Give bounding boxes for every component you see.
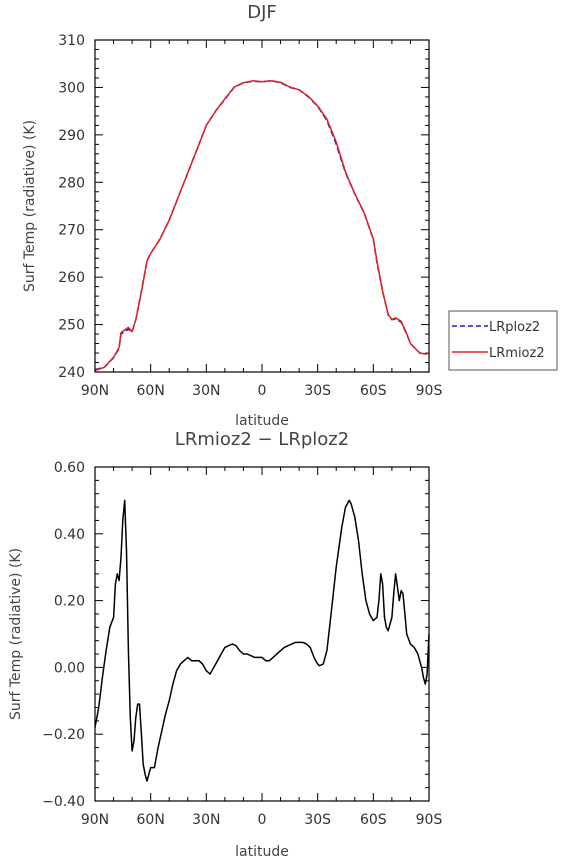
bottom-x-tick-label: 30N xyxy=(192,812,220,828)
top-x-tick-label: 60S xyxy=(360,383,387,399)
top-y-tick-label: 250 xyxy=(58,318,85,334)
legend-box xyxy=(448,310,558,371)
top-chart-title: DJF xyxy=(247,2,277,23)
top-series-line-lrmioz2 xyxy=(94,80,430,372)
top-plot-frame xyxy=(94,39,430,373)
top-x-tick-label: 60N xyxy=(137,383,165,399)
bottom-x-tick-label: 90S xyxy=(416,812,443,828)
bottom-x-tick-label: 30S xyxy=(304,812,331,828)
bottom-x-tick-label: 60S xyxy=(360,812,387,828)
legend-label-lrmioz2: LRmioz2 xyxy=(489,346,545,361)
bottom-chart-title: LRmioz2 − LRploz2 xyxy=(175,429,349,450)
top-y-tick-label: 270 xyxy=(58,223,85,239)
bottom-x-tick-label: 90N xyxy=(81,812,109,828)
top-panel: DJF Surf Temp (radiative) (K) latitude 9… xyxy=(22,2,442,429)
top-x-tick-label: 90N xyxy=(81,383,109,399)
top-x-tick-label: 30S xyxy=(304,383,331,399)
bottom-series-line-difference xyxy=(94,499,430,782)
bottom-y-tick-label: −0.20 xyxy=(42,727,85,743)
top-x-tick-label: 0 xyxy=(258,383,267,399)
bottom-y-tick-label: 0.00 xyxy=(54,660,85,676)
bottom-y-tick-label: 0.60 xyxy=(54,460,85,476)
top-x-tick-label: 30N xyxy=(192,383,220,399)
top-y-tick-label: 300 xyxy=(58,80,85,96)
top-y-tick-label: 290 xyxy=(58,128,85,144)
bottom-x-tick-label: 60N xyxy=(137,812,165,828)
legend-label-lrploz2: LRploz2 xyxy=(489,320,540,335)
top-x-tick-label: 90S xyxy=(416,383,443,399)
top-series-line-lrploz2 xyxy=(94,80,430,371)
bottom-x-tick-label: 0 xyxy=(258,812,267,828)
top-y-axis-label: Surf Temp (radiative) (K) xyxy=(22,120,38,292)
top-y-tick-label: 240 xyxy=(58,365,85,381)
bottom-y-axis-label: Surf Temp (radiative) (K) xyxy=(8,548,24,720)
top-y-tick-label: 280 xyxy=(58,175,85,191)
legend: LRploz2 LRmioz2 xyxy=(448,310,558,371)
bottom-panel: LRmioz2 − LRploz2 Surf Temp (radiative) … xyxy=(8,429,442,860)
bottom-plot-frame xyxy=(94,466,430,802)
top-y-tick-label: 260 xyxy=(58,270,85,286)
top-y-tick-label: 310 xyxy=(58,33,85,49)
bottom-y-tick-label: 0.20 xyxy=(54,594,85,610)
bottom-y-tick-label: −0.40 xyxy=(42,794,85,810)
bottom-y-tick-label: 0.40 xyxy=(54,527,85,543)
bottom-x-axis-label: latitude xyxy=(235,844,289,860)
top-x-axis-label: latitude xyxy=(235,413,289,429)
